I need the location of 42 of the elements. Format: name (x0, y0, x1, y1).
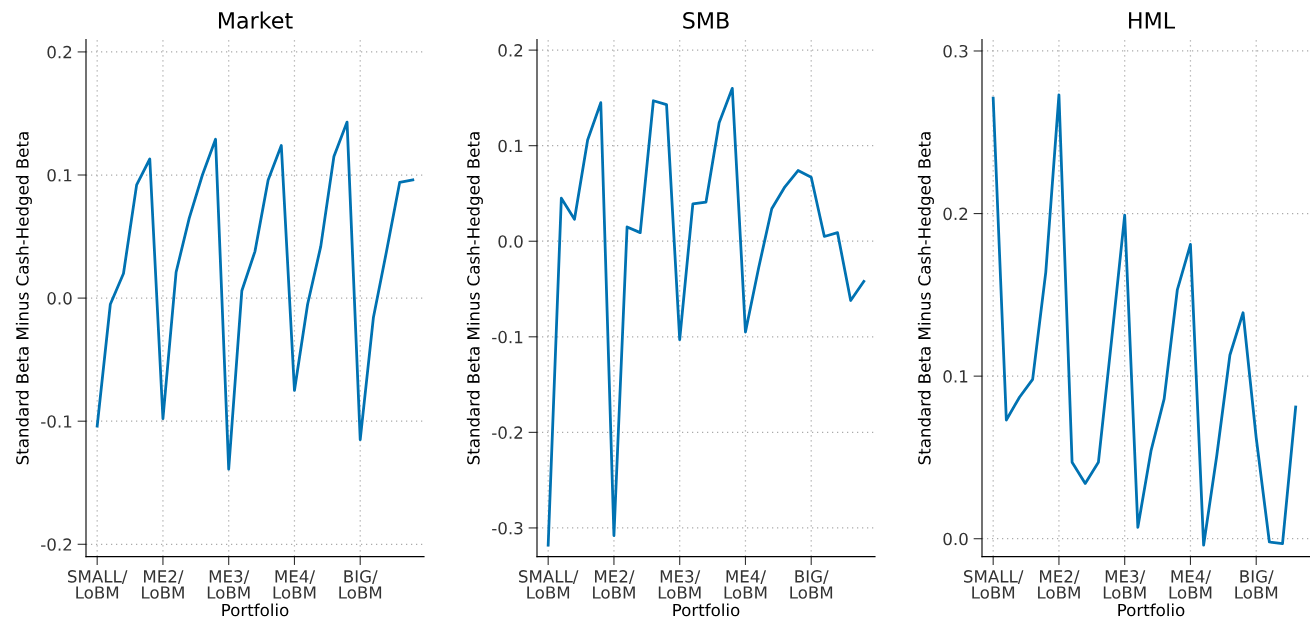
y-axis-title: Standard Beta Minus Cash-Hedged Beta (917, 132, 934, 465)
chart-title: Market (218, 11, 293, 29)
x-tick-label: ME4/ LoBM (724, 570, 767, 599)
x-tick-label: SMALL/ LoBM (68, 570, 128, 599)
x-tick-label: ME2/ LoBM (593, 570, 635, 599)
x-tick-label: BIG/ LoBM (1235, 570, 1278, 599)
y-tick-label: -0.3 (492, 521, 523, 535)
x-tick-label: ME3/ LoBM (658, 570, 701, 599)
chart-title: SMB (683, 12, 729, 29)
x-tick-label: ME4/ LoBM (1169, 570, 1212, 599)
y-tick-label: 0.2 (498, 44, 523, 57)
y-tick-label: 0.0 (498, 235, 523, 248)
x-axis-title: Portfolio (222, 603, 289, 617)
y-axis-title: Standard Beta Minus Cash-Hedged Beta (15, 132, 32, 465)
y-tick-label: -0.1 (492, 330, 523, 344)
y-tick-label: -0.1 (41, 415, 72, 428)
chart-title: HML (1129, 12, 1176, 29)
x-axis-title: Portfolio (673, 603, 740, 617)
y-axis-title: Standard Beta Minus Cash-Hedged Beta (466, 132, 483, 465)
y-tick-label: 0.3 (943, 44, 968, 58)
y-tick-label: 0.0 (47, 292, 72, 305)
x-axis-title: Portfolio (1118, 603, 1185, 617)
line-series (95, 120, 415, 471)
y-tick-label: 0.2 (943, 207, 968, 221)
x-tick-label: ME4/ LoBM (273, 570, 316, 599)
y-tick-label: 0.1 (943, 370, 968, 383)
line-series (546, 86, 866, 547)
y-tick-label: 0.0 (943, 532, 968, 546)
x-tick-label: ME2/ LoBM (142, 570, 184, 599)
line-series (991, 93, 1298, 547)
x-tick-label: BIG/ LoBM (339, 570, 382, 599)
y-tick-label: 0.1 (498, 139, 523, 153)
y-tick-label: -0.2 (41, 538, 72, 551)
x-tick-label: ME3/ LoBM (1103, 570, 1146, 599)
x-tick-label: SMALL/ LoBM (964, 570, 1024, 599)
x-tick-label: ME3/ LoBM (207, 570, 250, 599)
y-tick-label: 0.1 (47, 168, 72, 182)
x-tick-label: BIG/ LoBM (790, 570, 833, 599)
x-tick-label: ME2/ LoBM (1038, 570, 1080, 599)
y-tick-label: 0.2 (47, 45, 72, 59)
x-tick-label: SMALL/ LoBM (519, 570, 579, 599)
y-tick-label: -0.2 (492, 426, 523, 439)
